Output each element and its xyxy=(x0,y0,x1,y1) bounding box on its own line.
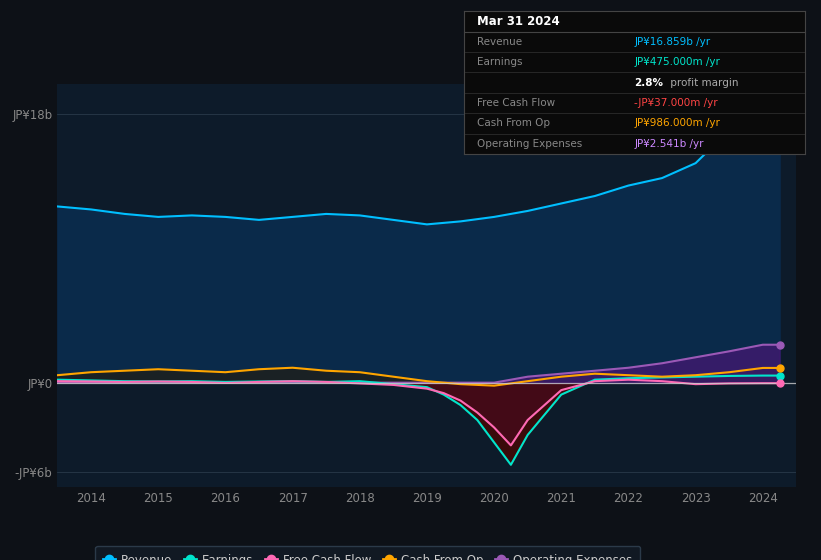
Text: Earnings: Earnings xyxy=(478,57,523,67)
Text: 2.8%: 2.8% xyxy=(635,78,663,87)
Text: Mar 31 2024: Mar 31 2024 xyxy=(478,15,560,28)
Text: -JP¥37.000m /yr: -JP¥37.000m /yr xyxy=(635,98,718,108)
Text: Revenue: Revenue xyxy=(478,37,523,47)
Text: JP¥475.000m /yr: JP¥475.000m /yr xyxy=(635,57,720,67)
Text: Operating Expenses: Operating Expenses xyxy=(478,139,583,149)
Legend: Revenue, Earnings, Free Cash Flow, Cash From Op, Operating Expenses: Revenue, Earnings, Free Cash Flow, Cash … xyxy=(95,545,640,560)
Text: profit margin: profit margin xyxy=(667,78,738,87)
Text: JP¥16.859b /yr: JP¥16.859b /yr xyxy=(635,37,710,47)
Text: JP¥2.541b /yr: JP¥2.541b /yr xyxy=(635,139,704,149)
Text: Cash From Op: Cash From Op xyxy=(478,118,551,128)
Text: JP¥986.000m /yr: JP¥986.000m /yr xyxy=(635,118,720,128)
Text: Free Cash Flow: Free Cash Flow xyxy=(478,98,556,108)
